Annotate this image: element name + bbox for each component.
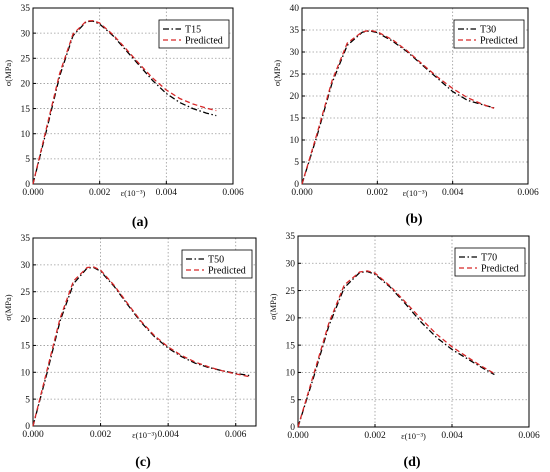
y-tick-label: 0: [290, 423, 295, 433]
panel-caption: (d): [403, 455, 420, 470]
x-tick-label: 0.000: [291, 188, 313, 198]
x-tick-label: 0.002: [89, 188, 111, 198]
x-tick-label: 0.006: [517, 188, 539, 198]
y-tick-label: 40: [290, 4, 300, 14]
y-tick-label: 15: [21, 342, 31, 352]
y-tick-label: 35: [290, 26, 300, 36]
legend-entry: Predicted: [208, 266, 246, 277]
legend-entry: T70: [481, 253, 497, 264]
series-line-predicted: [301, 29, 495, 185]
y-tick-label: 20: [290, 92, 300, 102]
y-tick-label: 10: [21, 130, 31, 140]
series-line-experimental: [297, 270, 495, 428]
x-tick-label: 0.006: [518, 431, 540, 441]
x-axis-label: ε(10⁻³): [121, 188, 146, 198]
plot-frame: [297, 235, 530, 428]
y-tick-label: 0: [25, 180, 30, 190]
plot-frame: [32, 7, 234, 185]
x-tick-label: 0.000: [22, 430, 44, 440]
x-tick-label: 0.004: [442, 188, 464, 198]
y-tick-label: 5: [290, 396, 295, 406]
legend-box: [453, 19, 525, 49]
legend-entry: T30: [480, 25, 496, 36]
y-axis-label: σ(MPa): [3, 60, 13, 86]
y-tick-label: 10: [286, 369, 296, 379]
y-tick-label: 30: [21, 261, 31, 271]
y-tick-label: 30: [290, 48, 300, 58]
panel-1: 0 5 10 15 20 25 30 35 0.000 0.002 0.004 0.006 ε(10⁻³…: [3, 4, 244, 230]
y-tick-label: 20: [21, 80, 31, 90]
y-tick-label: 10: [290, 136, 300, 146]
series-line-experimental: [301, 30, 495, 185]
y-tick-label: 5: [25, 395, 30, 405]
x-axis-label: ε(10⁻³): [132, 430, 157, 440]
x-tick-label: 0.002: [364, 431, 386, 441]
x-tick-label: 0.000: [22, 188, 44, 198]
y-tick-label: 25: [21, 54, 31, 64]
x-tick-label: 0.004: [441, 431, 463, 441]
x-tick-label: 0.004: [157, 430, 179, 440]
y-tick-label: 35: [21, 4, 31, 14]
y-tick-label: 30: [286, 259, 296, 269]
panel-caption: (a): [132, 215, 149, 230]
y-tick-label: 35: [21, 234, 31, 244]
y-tick-label: 20: [286, 314, 296, 324]
y-tick-label: 25: [286, 287, 296, 297]
y-axis-label: σ(MPa): [268, 293, 278, 319]
legend-entry: Predicted: [481, 264, 519, 275]
y-tick-label: 10: [21, 368, 31, 378]
series-line-predicted: [32, 19, 217, 185]
legend-box: [158, 19, 230, 49]
plot-frame: [32, 237, 257, 427]
y-tick-label: 5: [294, 158, 299, 168]
y-axis-label: σ(MPa): [3, 294, 13, 320]
y-tick-label: 20: [21, 315, 31, 325]
y-tick-label: 15: [21, 105, 31, 115]
y-tick-label: 30: [21, 29, 31, 39]
y-tick-label: 0: [25, 422, 30, 432]
panel-3: 0 5 10 15 20 25 30 35 0.000 0.002 0.004 0.006 ε(10⁻³…: [3, 234, 257, 470]
x-tick-label: 0.006: [225, 430, 247, 440]
legend-entry: T15: [185, 25, 201, 36]
panel-4: 0 5 10 15 20 25 30 35 0.000 0.002 0.004 0.006 ε(10⁻³…: [268, 232, 540, 470]
y-tick-label: 25: [290, 70, 300, 80]
y-tick-label: 5: [25, 155, 30, 165]
panel-caption: (b): [405, 212, 422, 227]
panel-2: 0 5 10 15 20 25 30 35 40 0.000 0.002 0.004 0.006 ε(10…: [272, 4, 539, 227]
x-axis-label: ε(10⁻³): [401, 431, 426, 441]
x-tick-label: 0.002: [367, 188, 389, 198]
x-tick-label: 0.006: [222, 188, 244, 198]
series-line-predicted: [32, 266, 250, 427]
y-tick-label: 25: [21, 288, 31, 298]
panel-caption: (c): [135, 455, 151, 470]
x-tick-label: 0.000: [287, 431, 309, 441]
x-tick-label: 0.002: [90, 430, 112, 440]
x-tick-label: 0.004: [156, 188, 178, 198]
legend-entry: Predicted: [185, 36, 223, 47]
series-line-predicted: [297, 270, 495, 428]
legend-box: [454, 247, 526, 277]
y-tick-label: 15: [286, 341, 296, 351]
series-line-experimental: [32, 266, 250, 427]
y-tick-label: 0: [294, 180, 299, 190]
series-line-experimental: [32, 20, 217, 185]
legend-entry: T50: [208, 255, 224, 266]
legend-box: [181, 249, 253, 279]
y-axis-label: σ(MPa): [272, 60, 282, 86]
legend-entry: Predicted: [480, 36, 518, 47]
x-axis-label: ε(10⁻³): [403, 188, 428, 198]
y-tick-label: 35: [286, 232, 296, 242]
y-tick-label: 15: [290, 114, 300, 124]
